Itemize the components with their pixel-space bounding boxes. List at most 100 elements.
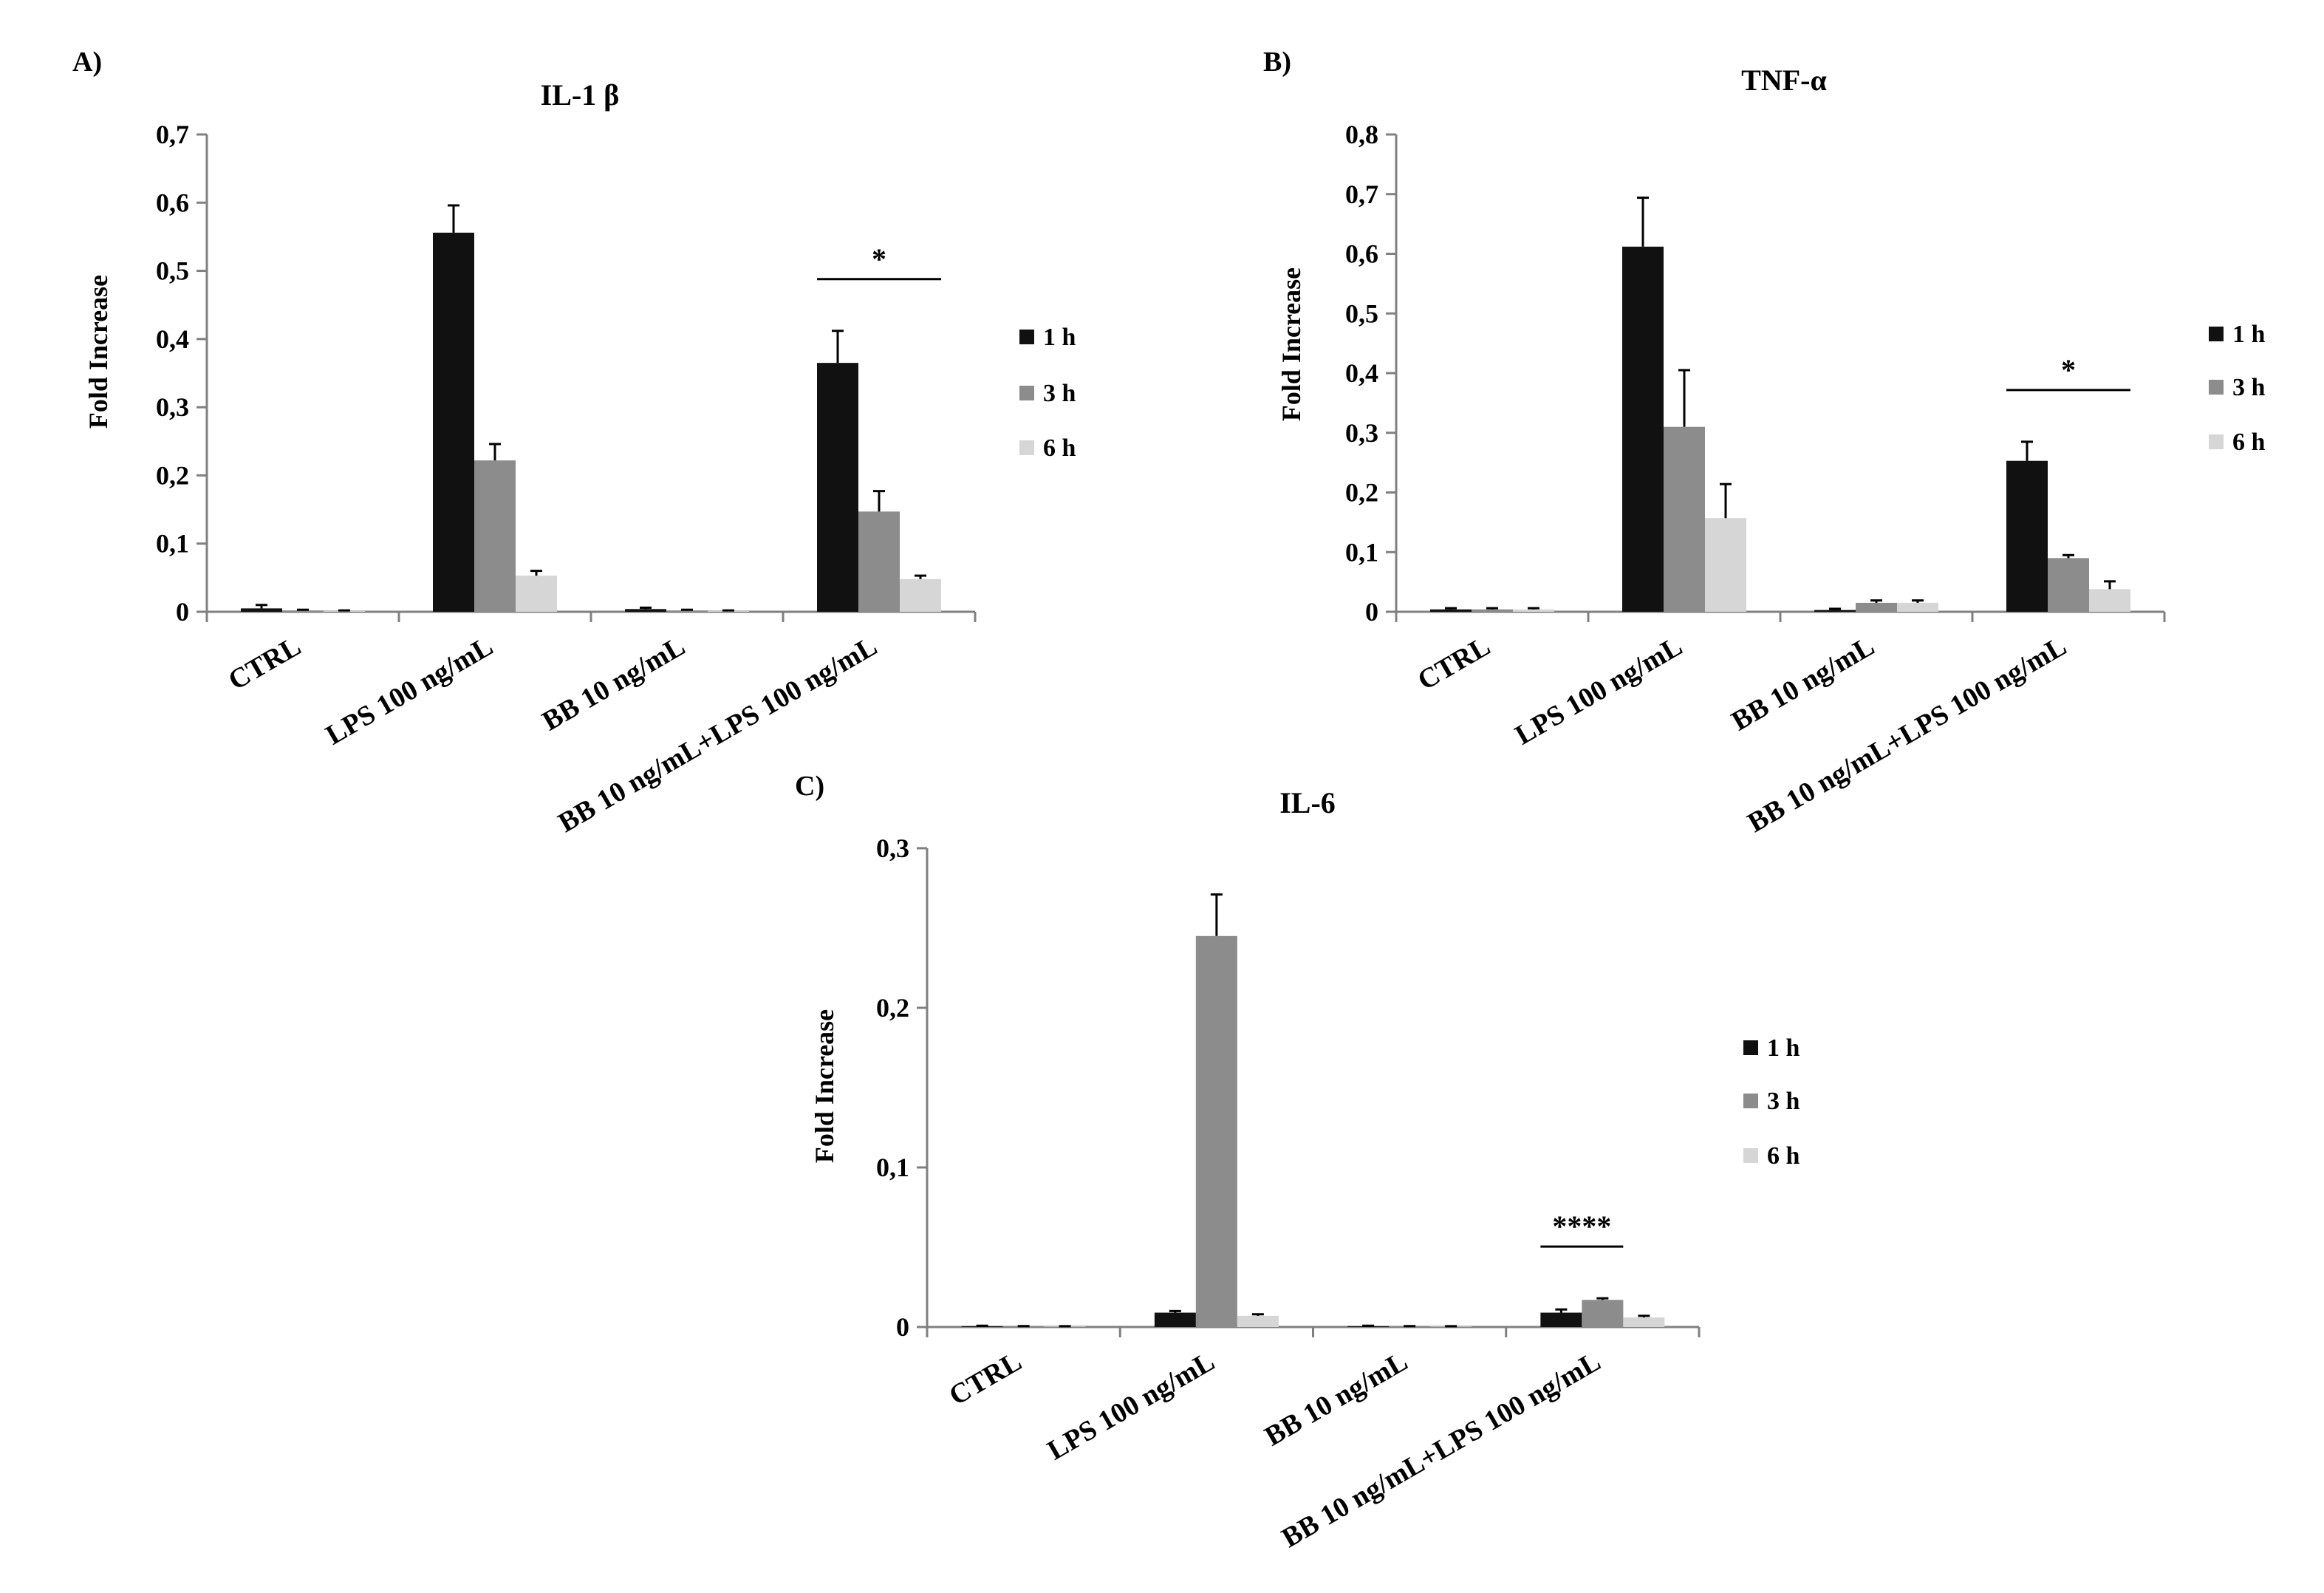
- x-tick-label: BB 10 ng/mL+LPS 100 ng/mL: [1277, 1345, 1606, 1554]
- x-tick-label: BB 10 ng/mL+LPS 100 ng/mL: [553, 630, 883, 839]
- x-tick-label: LPS 100 ng/mL: [1510, 630, 1687, 751]
- x-tick-label: CTRL: [223, 630, 306, 696]
- significance-label: ****: [1552, 1210, 1611, 1243]
- panel-b-label: B): [1263, 47, 1291, 78]
- legend-swatch-1h: [1019, 330, 1034, 344]
- y-tick-label: 0,3: [156, 392, 189, 422]
- legend-label-6h: 6 h: [2232, 429, 2266, 456]
- panel-b: B) TNF-α Fold Increase 00,10,20,30,40,50…: [1263, 47, 2266, 839]
- bar: [2006, 460, 2048, 612]
- panel-b-plot-area: 0 0,1 0,2 0,3 0,4 0,5 0,6 0,7 0,8 CTRL LPS 100 ng/…: [1345, 120, 2166, 839]
- y-tick-label: 0,7: [156, 120, 189, 149]
- legend-swatch-6h: [1743, 1148, 1758, 1163]
- bar: [666, 610, 708, 612]
- y-tick-label: 0,4: [1345, 358, 1378, 388]
- bar: [625, 609, 666, 612]
- x-tick-label: BB 10 ng/mL+LPS 100 ng/mL: [1743, 630, 2072, 839]
- panel-b-y-axis-label: Fold Increase: [1277, 267, 1306, 421]
- y-tick-label: 0,2: [1345, 478, 1378, 508]
- legend-label-3h: 3 h: [1043, 380, 1076, 407]
- panel-a-plot-area: 0 0,1 0,2 0,3 0,4 0,5 0,6 0,7 CTRL LPS 100 ng/mL B…: [156, 120, 977, 839]
- bar: [1195, 935, 1237, 1327]
- y-tick-label: 0,3: [876, 833, 909, 863]
- x-tick-label: BB 10 ng/mL: [1260, 1345, 1413, 1452]
- legend-swatch-6h: [2209, 434, 2224, 449]
- bar: [1897, 602, 1938, 612]
- y-tick-label: 0,5: [1345, 299, 1378, 328]
- bar: [1705, 518, 1746, 612]
- panel-a: A) IL-1 β Fold Increase 0 0,1 0,2 0,3 0,4 0,5…: [72, 47, 1076, 839]
- panel-b-legend: 1 h 3 h 6 h: [2209, 321, 2266, 456]
- bar: [900, 579, 941, 612]
- bar: [433, 232, 474, 612]
- bar: [1623, 1317, 1665, 1327]
- y-tick-label: 0,6: [1345, 239, 1378, 269]
- bar: [817, 363, 858, 612]
- legend-label-1h: 1 h: [1767, 1034, 1800, 1062]
- bar: [1622, 246, 1664, 612]
- x-tick-label: LPS 100 ng/mL: [1042, 1345, 1220, 1466]
- y-tick-label: 0,3: [1345, 418, 1378, 448]
- panel-b-title: TNF-α: [1741, 64, 1827, 97]
- bar: [241, 608, 282, 612]
- y-tick-label: 0,4: [156, 324, 189, 354]
- x-tick-label: CTRL: [944, 1345, 1027, 1411]
- legend-swatch-3h: [1743, 1094, 1758, 1108]
- y-tick-label: 0,2: [876, 993, 909, 1023]
- legend-swatch-3h: [1019, 386, 1034, 400]
- bar: [2048, 558, 2089, 612]
- panel-c: C) IL-6 Fold Increase 0 0,1 0,2 0,3 CTRL LPS …: [795, 771, 1800, 1554]
- legend-swatch-1h: [1743, 1040, 1758, 1055]
- y-tick-label: 0,7: [1345, 180, 1378, 209]
- panel-c-plot-area: 0 0,1 0,2 0,3 CTRL LPS 100 ng/mL BB 10 ng/mLBB…: [876, 833, 1701, 1554]
- panel-a-y-axis-label: Fold Increase: [83, 275, 113, 429]
- bar: [858, 511, 900, 612]
- bar: [2089, 589, 2130, 612]
- bar: [1237, 1315, 1279, 1327]
- bar: [1430, 609, 1472, 612]
- y-tick-label: 0,2: [156, 460, 189, 490]
- bar: [1856, 602, 1897, 612]
- panel-c-title: IL-6: [1279, 786, 1336, 819]
- bar: [516, 576, 557, 612]
- y-tick-label: 0,8: [1345, 120, 1378, 149]
- bar: [474, 460, 516, 612]
- y-tick-label: 0: [176, 597, 189, 627]
- panel-a-legend: 1 h 3 h 6 h: [1019, 324, 1076, 462]
- bar: [1814, 610, 1856, 612]
- legend-swatch-6h: [1019, 440, 1034, 455]
- bar: [1540, 1312, 1582, 1327]
- legend-swatch-3h: [2209, 380, 2224, 395]
- x-tick-label: BB 10 ng/mL: [1726, 630, 1880, 737]
- x-tick-label: BB 10 ng/mL: [537, 630, 691, 737]
- legend-swatch-1h: [2209, 327, 2224, 341]
- y-tick-label: 0,5: [156, 256, 189, 286]
- legend-label-1h: 1 h: [1043, 324, 1076, 351]
- legend-label-6h: 6 h: [1767, 1142, 1800, 1170]
- y-tick-label: 0,1: [156, 529, 189, 559]
- legend-label-3h: 3 h: [1767, 1088, 1800, 1115]
- y-tick-label: 0: [896, 1312, 909, 1342]
- y-tick-label: 0,1: [1345, 537, 1378, 567]
- legend-label-3h: 3 h: [2232, 374, 2266, 401]
- legend-label-1h: 1 h: [2232, 321, 2266, 348]
- legend-label-6h: 6 h: [1043, 434, 1076, 462]
- bar: [1472, 609, 1513, 612]
- panel-c-y-axis-label: Fold Increase: [810, 1009, 839, 1163]
- y-tick-label: 0,1: [876, 1153, 909, 1182]
- panel-c-legend: 1 h 3 h 6 h: [1743, 1034, 1800, 1170]
- panel-a-title: IL-1 β: [541, 78, 620, 112]
- x-tick-label: CTRL: [1412, 630, 1495, 696]
- y-tick-label: 0,6: [156, 188, 189, 217]
- panel-c-label: C): [795, 771, 824, 802]
- y-tick-label: 0: [1365, 597, 1378, 627]
- bar: [1664, 426, 1705, 612]
- bar: [1582, 1300, 1624, 1327]
- x-tick-label: LPS 100 ng/mL: [321, 630, 498, 751]
- significance-label: *: [2061, 353, 2076, 386]
- significance-label: *: [872, 242, 886, 276]
- panel-a-label: A): [72, 47, 102, 78]
- bar: [1154, 1312, 1196, 1327]
- bar: [1513, 609, 1554, 612]
